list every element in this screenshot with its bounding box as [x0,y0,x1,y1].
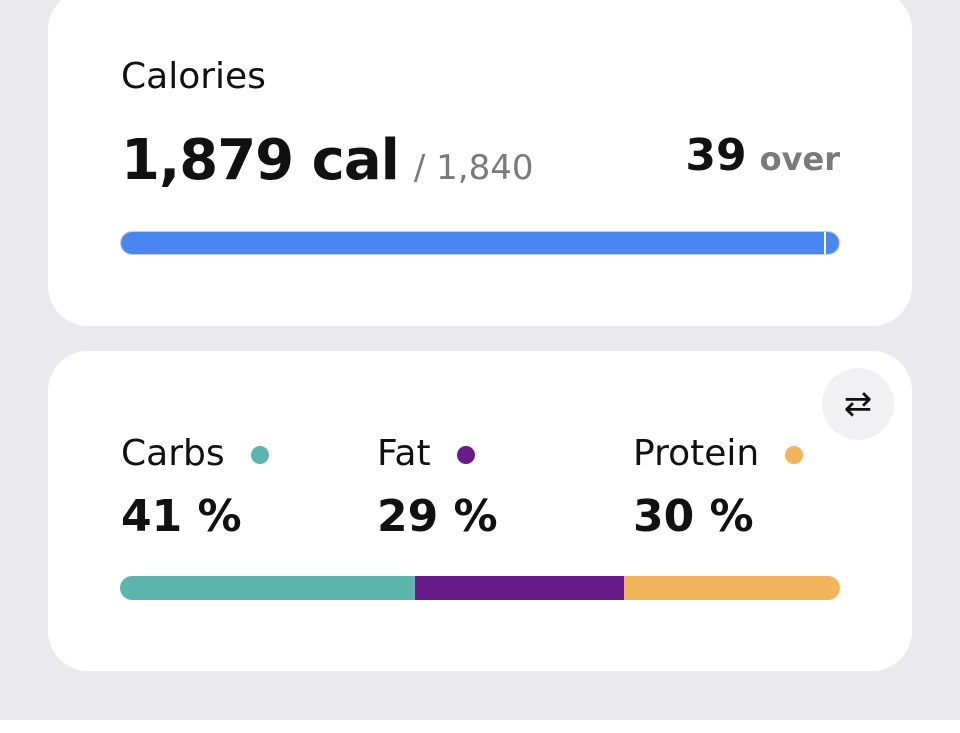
goal: / 1,840 [413,148,534,188]
bottom-bar [0,720,960,733]
consumed: 1,879 cal [121,128,400,193]
over-label: over [759,140,840,178]
calories-summary: 1,879 cal / 1,840 [121,128,534,193]
macro-percent: 30 % [633,491,754,542]
goal-marker [824,232,827,254]
macro-segment [120,576,416,600]
macro-dot [251,446,269,464]
calorie-track [120,231,840,255]
macro-segment [415,576,624,600]
macro-segment [624,576,840,600]
over-amount: 39 [685,130,747,181]
calories-title: Calories [121,56,266,97]
swap-button[interactable]: ⇄ [822,368,894,440]
macro-name: Fat [377,433,431,474]
macros-card: ⇄ Carbs 41 % Fat 29 % Protein 30 % [48,351,912,671]
calorie-fill [121,232,839,254]
macro-percent: 29 % [377,491,498,542]
macro-percent: 41 % [121,491,242,542]
calories-card: Calories 1,879 cal / 1,840 39 over [48,0,912,326]
macro-dot [457,446,475,464]
macro-name: Carbs [121,433,225,474]
macro-track [120,576,840,600]
macro-dot [785,446,803,464]
macro-name: Protein [633,433,760,474]
over-summary: 39 over [685,130,840,181]
